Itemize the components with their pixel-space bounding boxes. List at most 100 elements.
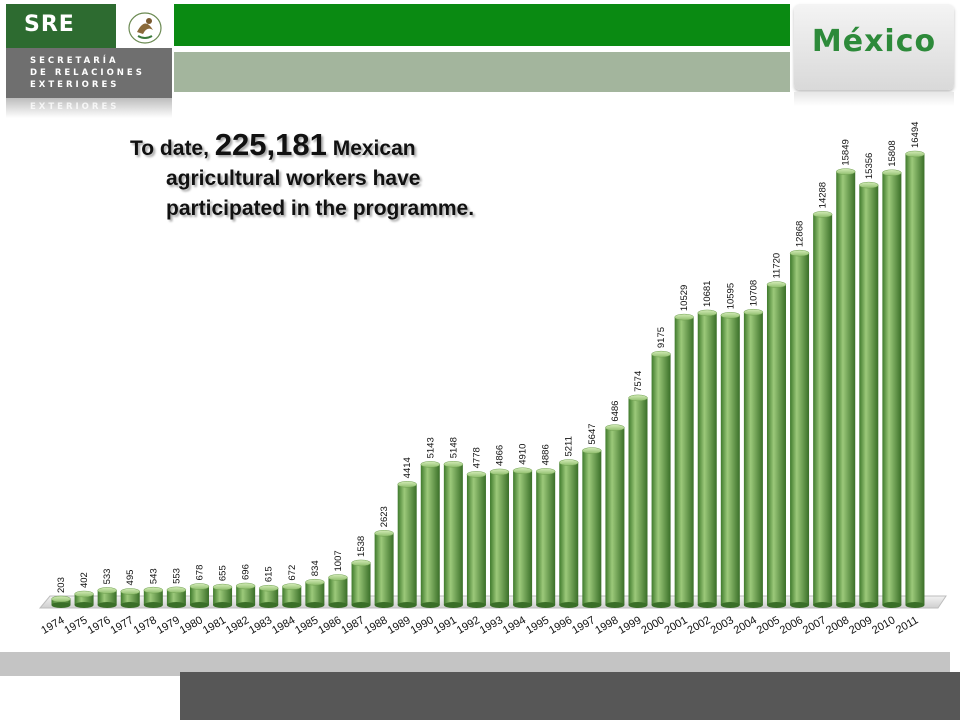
bar	[443, 464, 463, 605]
bar	[536, 471, 556, 605]
bar	[143, 590, 163, 605]
sre-line-2: DE RELACIONES	[30, 68, 145, 78]
bar-base	[628, 602, 648, 608]
bar-base	[74, 602, 94, 608]
bar-cap	[305, 578, 325, 586]
bar-cap	[674, 313, 694, 321]
bar	[97, 590, 117, 605]
mexico-logo: México	[794, 4, 954, 90]
bar-base	[305, 602, 325, 608]
data-label: 696	[241, 564, 252, 580]
bar	[905, 154, 925, 605]
bar	[397, 484, 417, 605]
data-label: 10529	[679, 285, 690, 311]
bar-base	[282, 602, 302, 608]
bar-base	[51, 602, 71, 608]
headline-prefix: To date,	[130, 137, 209, 160]
bar-base	[674, 602, 694, 608]
bar-cap	[789, 249, 810, 257]
bar	[743, 312, 763, 605]
bar	[305, 582, 325, 605]
bar-base	[443, 602, 463, 608]
data-label: 4778	[471, 447, 482, 468]
data-label: 6486	[610, 401, 621, 422]
header-pale-band	[174, 52, 790, 92]
footer-dark-band	[180, 672, 960, 720]
bar	[790, 253, 810, 605]
headline-suffix: Mexican	[332, 137, 416, 160]
bar	[328, 577, 348, 605]
bar-cap	[420, 461, 441, 468]
headline-line-3: participated in the programme.	[166, 197, 475, 220]
data-label: 553	[171, 568, 182, 584]
bar-cap	[559, 459, 579, 466]
bar-cap	[466, 471, 487, 478]
sre-logo-reflection: EXTERIORES	[6, 98, 172, 118]
data-label: 7574	[633, 371, 644, 392]
bar-base	[374, 602, 394, 608]
data-label: 5143	[425, 437, 436, 458]
sre-line-1: SECRETARÍA	[30, 56, 119, 66]
bar-base	[697, 602, 717, 608]
bar	[559, 462, 579, 605]
bar-base	[836, 602, 856, 608]
bar	[213, 587, 233, 605]
bar-base	[259, 602, 279, 608]
bar-base	[351, 602, 371, 608]
bar-base	[743, 602, 763, 608]
bar-cap	[535, 468, 556, 475]
bar-base	[790, 602, 810, 608]
bar-cap	[258, 584, 279, 592]
sre-reflection-line: EXTERIORES	[30, 102, 120, 112]
bar-base	[605, 602, 625, 608]
headline-line-2: agricultural workers have	[166, 167, 421, 190]
bar	[628, 397, 648, 605]
sre-logo-text: SRE	[24, 12, 75, 37]
bar	[166, 589, 186, 605]
bar	[720, 315, 740, 605]
bar-cap	[443, 460, 464, 468]
bar-base	[536, 602, 556, 608]
bar	[697, 312, 717, 605]
bar-base	[166, 602, 186, 608]
bar-cap	[97, 587, 117, 594]
bar-base	[120, 602, 140, 608]
data-label: 615	[264, 566, 275, 582]
header-green-band	[174, 4, 790, 46]
data-label: 5211	[564, 436, 575, 456]
data-label: 9175	[656, 327, 667, 348]
bar	[836, 171, 856, 605]
bar-cap	[720, 312, 741, 319]
data-label: 655	[218, 565, 229, 581]
data-label: 402	[79, 572, 90, 588]
data-label: 4414	[402, 457, 413, 478]
bar-base	[236, 602, 256, 608]
bar-cap	[51, 595, 71, 603]
bar-base	[513, 602, 533, 608]
data-label: 543	[148, 568, 159, 584]
bar-cap	[166, 586, 187, 594]
bar-base	[651, 602, 671, 608]
data-label: 15849	[841, 139, 852, 165]
bar-base	[813, 602, 833, 608]
bar-cap	[697, 309, 717, 317]
data-label: 495	[125, 570, 136, 586]
bar	[813, 214, 833, 605]
bar-cap	[189, 583, 210, 590]
bar	[74, 594, 94, 605]
bar	[859, 185, 879, 606]
data-label: 4910	[518, 444, 529, 465]
bar-cap	[743, 308, 764, 316]
bar-base	[397, 602, 417, 608]
bar	[282, 586, 302, 605]
bar-base	[766, 602, 786, 608]
bar	[513, 470, 533, 605]
bar-cap	[351, 559, 371, 567]
data-label: 12868	[795, 221, 806, 247]
data-label: 10708	[748, 280, 759, 306]
bar-cap	[605, 424, 625, 431]
bar-cap	[397, 481, 417, 488]
data-label: 1538	[356, 536, 367, 557]
bar-cap	[766, 281, 787, 288]
